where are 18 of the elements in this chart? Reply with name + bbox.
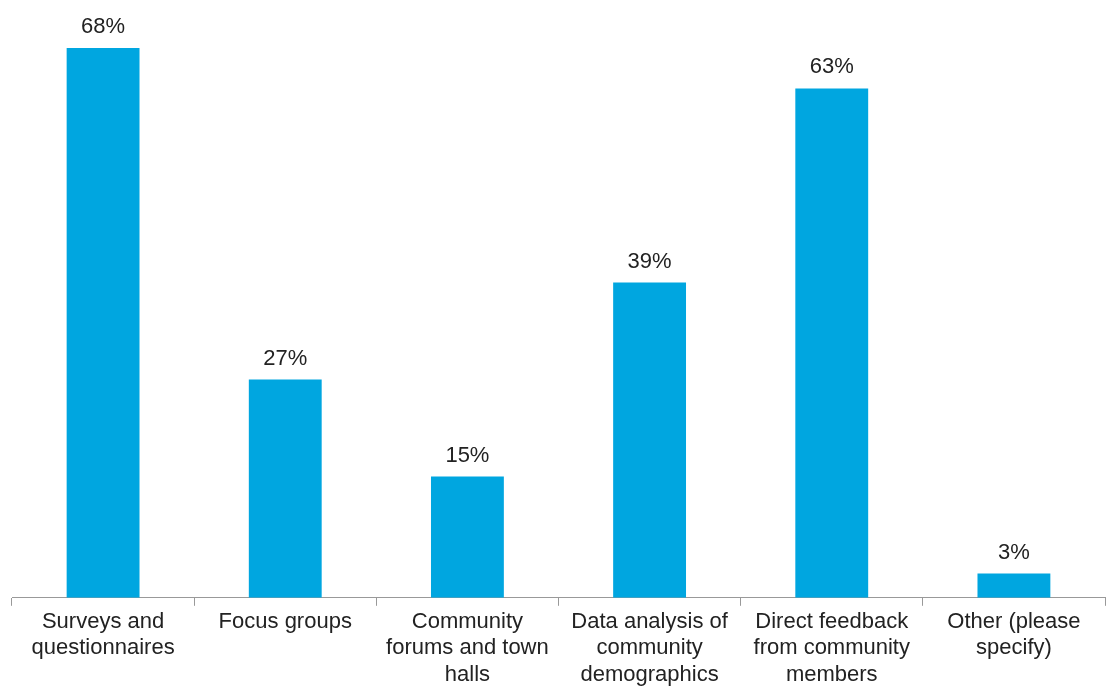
x-tick-label: Community forums and town halls [386,608,549,686]
bar [430,476,504,598]
data-label: 63% [809,53,854,79]
x-tick-label: Other (please specify) [947,608,1081,660]
x-tick-label: Focus groups [218,608,352,634]
data-label: 39% [627,247,672,273]
x-tick-label: Surveys and questionnaires [31,608,175,660]
x-tick-label: Direct feedback from community members [753,608,910,686]
data-label: 15% [445,441,490,467]
bar [613,282,687,598]
data-label: 68% [81,13,126,39]
bar [248,379,322,598]
data-label: 3% [998,538,1030,564]
bar [795,88,869,598]
data-label: 27% [263,344,308,370]
bar [977,573,1051,598]
bar [66,48,140,598]
x-tick-label: Data analysis of community demographics [571,608,729,686]
